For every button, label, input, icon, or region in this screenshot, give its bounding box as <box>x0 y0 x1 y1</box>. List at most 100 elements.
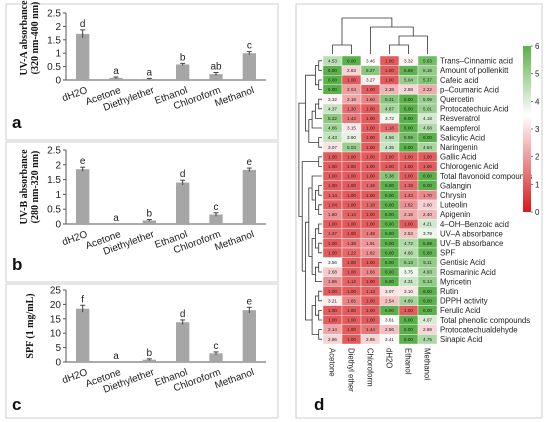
row-label: Apigenin <box>440 210 470 219</box>
cell-value: 1.00 <box>366 87 375 92</box>
cell-value: 1.86 <box>328 279 337 284</box>
y-tick-label: 1.5 <box>47 175 61 186</box>
cell-value: 1.00 <box>328 154 337 159</box>
significance-letter: d <box>80 19 86 30</box>
bar-Ethanol <box>176 182 190 224</box>
cell-value: 5.27 <box>366 68 375 73</box>
cell-value: 1.00 <box>423 164 432 169</box>
cell-value: 1.00 <box>385 58 394 63</box>
cell-value: 6.00 <box>385 260 394 265</box>
column-label: dH2O <box>385 348 394 368</box>
cell-value: 1.04 <box>328 202 337 207</box>
colorbar-tick-label: 1 <box>535 180 540 189</box>
cell-value: 5.59 <box>404 135 413 140</box>
cell-value: 5.16 <box>423 68 432 73</box>
cell-value: 1.22 <box>347 250 356 255</box>
cell-value: 5.31 <box>385 97 394 102</box>
cell-value: 1.00 <box>328 289 337 294</box>
y-tick-label: 5 <box>55 343 61 354</box>
row-dendrogram-branch <box>315 228 319 249</box>
row-label: Trans–Cinnamic acid <box>440 57 513 66</box>
cell-value: 1.00 <box>347 164 356 169</box>
cell-value: 1.00 <box>328 164 337 169</box>
panel-letter: a <box>12 113 22 132</box>
row-dendrogram-branch <box>318 204 322 215</box>
panel-frame <box>5 283 279 419</box>
bar-dH2O <box>76 169 90 224</box>
row-label: Rosmarinic Acid <box>440 268 496 277</box>
cell-value: 4.86 <box>328 126 337 131</box>
colorbar-tick-label: 2 <box>535 153 540 162</box>
significance-letter: ab <box>210 61 222 72</box>
cell-value: 1.00 <box>423 154 432 159</box>
cell-value: 6.00 <box>385 270 394 275</box>
row-dendrogram-branch <box>315 190 319 210</box>
cell-value: 6.00 <box>328 68 337 73</box>
row-label: Naringenin <box>440 143 478 152</box>
panel-frame <box>5 141 279 283</box>
y-tick-label: 0.5 <box>47 62 61 73</box>
cell-value: 3.75 <box>404 270 413 275</box>
cell-value: 1.00 <box>347 78 356 83</box>
cell-value: 5.89 <box>423 241 432 246</box>
cell-value: 1.65 <box>347 298 356 303</box>
cell-value: 5.03 <box>347 145 356 150</box>
cell-value: 2.68 <box>328 270 337 275</box>
cell-value: 2.80 <box>423 202 432 207</box>
cell-value: 3.10 <box>404 289 413 294</box>
row-dendrogram-branch <box>318 262 322 273</box>
cell-value: 1.00 <box>347 327 356 332</box>
cell-value: 1.00 <box>347 222 356 227</box>
cell-value: 1.00 <box>347 231 356 236</box>
cell-value: 2.88 <box>423 327 432 332</box>
cell-value: 5.11 <box>423 260 432 265</box>
cell-value: 4.68 <box>423 126 432 131</box>
cell-value: 6.00 <box>328 78 337 83</box>
y-tick-label: 20 <box>50 300 62 311</box>
row-dendrogram-branch <box>305 74 316 132</box>
column-label: Diethyl ether <box>347 348 356 392</box>
cell-value: 1.00 <box>366 298 375 303</box>
cell-value: 1.00 <box>385 164 394 169</box>
cell-value: 6.00 <box>423 174 432 179</box>
cell-value: 2.18 <box>347 97 356 102</box>
cell-value: 2.14 <box>328 327 337 332</box>
cell-value: 4.07 <box>423 318 432 323</box>
cell-value: 2.53 <box>404 231 413 236</box>
cell-value: 5.38 <box>385 174 394 179</box>
y-tick-label: 2.5 <box>47 9 61 20</box>
bar-Chloroform <box>209 353 223 362</box>
cell-value: 4.21 <box>423 222 432 227</box>
colorbar-tick-label: 5 <box>535 70 540 79</box>
row-dendrogram-branch <box>318 242 322 254</box>
cell-value: 1.00 <box>366 193 375 198</box>
y-tick-label: 2 <box>55 160 61 171</box>
bar-Diethylether <box>142 359 156 362</box>
row-dendrogram-branch <box>318 329 322 340</box>
cell-value: 4.43 <box>328 135 337 140</box>
panel-letter: b <box>12 255 22 274</box>
cell-value: 1.00 <box>404 154 413 159</box>
cell-value: 3.46 <box>366 58 375 63</box>
cell-value: 5.13 <box>404 260 413 265</box>
cell-value: 1.00 <box>347 202 356 207</box>
cell-value: 3.21 <box>328 298 337 303</box>
cell-value: 4.31 <box>404 279 413 284</box>
bar-Methanol <box>242 310 256 362</box>
significance-letter: e <box>247 157 253 168</box>
cell-value: 6.00 <box>404 126 413 131</box>
heatmap-cell <box>417 334 438 345</box>
cell-value: 1.00 <box>366 126 375 131</box>
colorbar-tick-label: 0 <box>535 208 540 217</box>
y-tick-label: 2 <box>55 22 61 33</box>
bar-Ethanol <box>176 322 190 362</box>
bar-Ethanol <box>176 64 190 80</box>
row-dendrogram-branch <box>315 295 319 316</box>
cell-value: 1.70 <box>423 193 432 198</box>
cell-value: 3.32 <box>328 97 337 102</box>
bar-dH2O <box>76 308 90 362</box>
significance-letter: c <box>214 341 219 352</box>
row-dendrogram-branch <box>318 223 322 234</box>
cell-value: 1.48 <box>366 231 375 236</box>
